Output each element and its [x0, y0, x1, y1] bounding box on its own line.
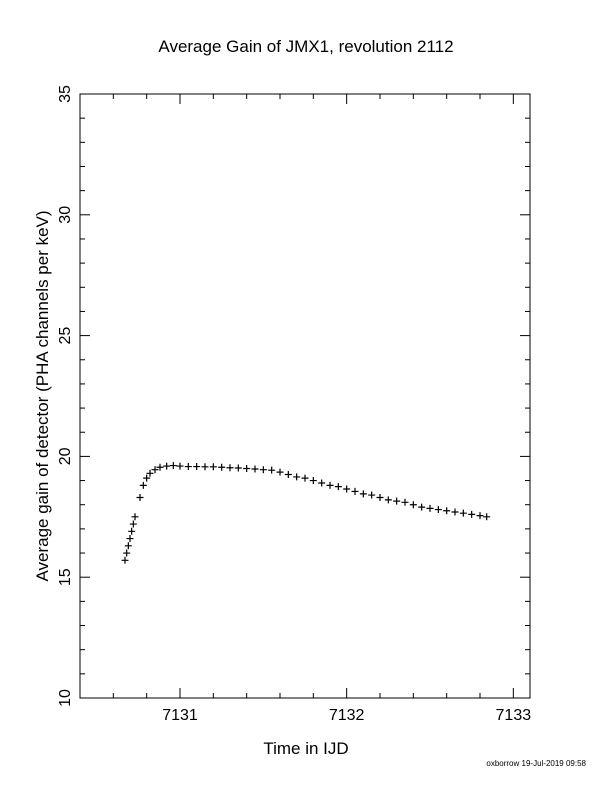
data-point: [176, 462, 184, 470]
x-axis-title: Time in IJD: [263, 739, 348, 758]
data-point: [243, 464, 251, 472]
data-point: [293, 473, 301, 481]
data-point: [201, 463, 209, 471]
data-point: [483, 513, 491, 521]
data-point: [129, 520, 137, 528]
data-point: [376, 493, 384, 501]
data-point: [384, 496, 392, 504]
chart-title: Average Gain of JMX1, revolution 2112: [158, 37, 453, 56]
y-axis-title: Average gain of detector (PHA channels p…: [33, 210, 52, 581]
data-point: [401, 498, 409, 506]
data-point: [368, 491, 376, 499]
data-point: [268, 466, 276, 474]
y-axis-ticks: 10 15 20 25 30 35: [57, 85, 530, 707]
data-point: [128, 527, 136, 535]
data-point: [121, 556, 129, 564]
data-point: [326, 481, 334, 489]
data-point: [443, 507, 451, 515]
data-point: [351, 487, 359, 495]
data-point: [126, 535, 134, 543]
data-point: [251, 465, 259, 473]
data-point: [193, 463, 201, 471]
credit-text: oxborrow 19-Jul-2019 09:58: [486, 759, 586, 768]
data-point: [426, 504, 434, 512]
data-point: [418, 503, 426, 511]
x-tick-label: 7133: [496, 707, 532, 724]
y-tick-label: 25: [57, 327, 74, 345]
data-point: [318, 479, 326, 487]
y-tick-label: 10: [57, 689, 74, 707]
data-point: [151, 466, 159, 474]
data-point: [131, 513, 139, 521]
data-point: [334, 483, 342, 491]
data-point: [309, 477, 317, 485]
x-tick-label: 7131: [162, 707, 198, 724]
data-point: [468, 510, 476, 518]
data-point: [169, 462, 177, 470]
data-point: [156, 463, 164, 471]
data-point: [434, 506, 442, 514]
data-point: [393, 497, 401, 505]
y-tick-label: 15: [57, 568, 74, 586]
data-point: [301, 474, 309, 482]
data-point: [226, 464, 234, 472]
data-point: [451, 508, 459, 516]
plot-frame: [79, 93, 531, 699]
x-tick-label: 7132: [329, 707, 365, 724]
y-tick-label: 30: [57, 206, 74, 224]
data-point: [123, 549, 131, 557]
y-tick-label: 20: [57, 447, 74, 465]
data-point: [136, 493, 144, 501]
data-point: [124, 542, 132, 550]
data-point: [276, 468, 284, 476]
y-tick-label: 35: [57, 85, 74, 103]
x-axis-ticks: 7131 7132 7133: [79, 94, 532, 724]
data-point: [459, 509, 467, 517]
data-point: [163, 462, 171, 470]
data-point: [343, 485, 351, 493]
data-point: [218, 463, 226, 471]
data-point: [359, 490, 367, 498]
data-point: [476, 512, 484, 520]
data-point: [259, 466, 267, 474]
data-series: [121, 462, 491, 564]
data-point: [139, 481, 147, 489]
data-point: [234, 464, 242, 472]
data-point: [184, 463, 192, 471]
data-point: [209, 463, 217, 471]
data-point: [143, 474, 151, 482]
data-point: [146, 469, 154, 477]
data-point: [284, 471, 292, 479]
data-point: [409, 501, 417, 509]
